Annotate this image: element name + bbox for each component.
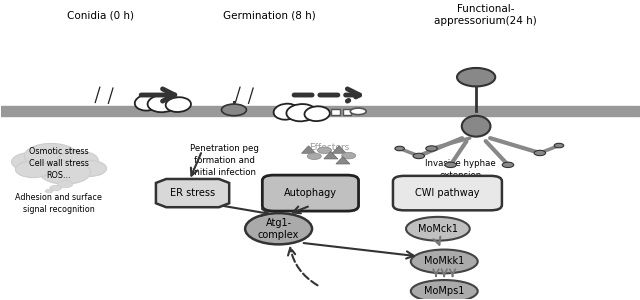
Ellipse shape [274,104,299,120]
Text: Functional-
appressorium(24 h): Functional- appressorium(24 h) [435,4,537,26]
Bar [343,109,351,115]
Ellipse shape [395,146,404,151]
Text: Germination (8 h): Germination (8 h) [223,10,316,20]
Text: Invasive hyphae
extension: Invasive hyphae extension [425,159,495,180]
Text: MoMck1: MoMck1 [418,224,458,234]
Circle shape [72,160,106,176]
Circle shape [58,181,73,188]
Ellipse shape [445,162,456,167]
Circle shape [317,147,332,154]
Circle shape [15,161,51,178]
Ellipse shape [135,94,160,111]
Text: Adhesion and surface
signal recognition: Adhesion and surface signal recognition [15,193,102,214]
Polygon shape [332,146,346,153]
Polygon shape [301,146,316,153]
Ellipse shape [148,95,177,112]
Polygon shape [336,157,350,164]
Circle shape [24,143,78,168]
Ellipse shape [411,250,477,273]
Text: ER stress: ER stress [170,188,215,198]
Ellipse shape [245,213,312,244]
Text: CWI pathway: CWI pathway [415,188,480,198]
Ellipse shape [221,104,246,116]
Text: Autophagy: Autophagy [284,188,337,198]
Ellipse shape [534,150,545,156]
Circle shape [342,152,356,159]
Ellipse shape [411,280,477,300]
Circle shape [40,160,91,184]
Polygon shape [156,179,229,207]
Ellipse shape [166,97,191,112]
Ellipse shape [426,146,437,151]
Bar [320,109,328,115]
Polygon shape [324,152,338,159]
Ellipse shape [305,106,330,121]
Ellipse shape [287,104,316,121]
FancyBboxPatch shape [262,175,358,211]
Bar [308,109,317,115]
Ellipse shape [457,68,495,86]
Circle shape [50,185,61,191]
Circle shape [58,151,99,170]
Bar [332,109,340,115]
Ellipse shape [406,217,470,241]
Circle shape [12,152,52,171]
Circle shape [307,153,321,160]
Text: Penetration peg
formation and
initial infection: Penetration peg formation and initial in… [190,144,259,177]
FancyBboxPatch shape [393,176,502,210]
Text: MoMkk1: MoMkk1 [424,256,465,266]
Text: Effectors: Effectors [309,142,349,152]
Text: Osmotic stress
Cell wall stress
ROS...: Osmotic stress Cell wall stress ROS... [29,147,89,180]
Ellipse shape [413,153,424,159]
Text: MoMps1: MoMps1 [424,286,465,296]
Ellipse shape [554,143,564,148]
Ellipse shape [502,162,514,167]
Ellipse shape [462,116,490,136]
Text: Atg1-
complex: Atg1- complex [258,218,300,240]
Ellipse shape [350,108,366,115]
Text: Conidia (0 h): Conidia (0 h) [67,10,134,20]
Circle shape [45,189,53,193]
